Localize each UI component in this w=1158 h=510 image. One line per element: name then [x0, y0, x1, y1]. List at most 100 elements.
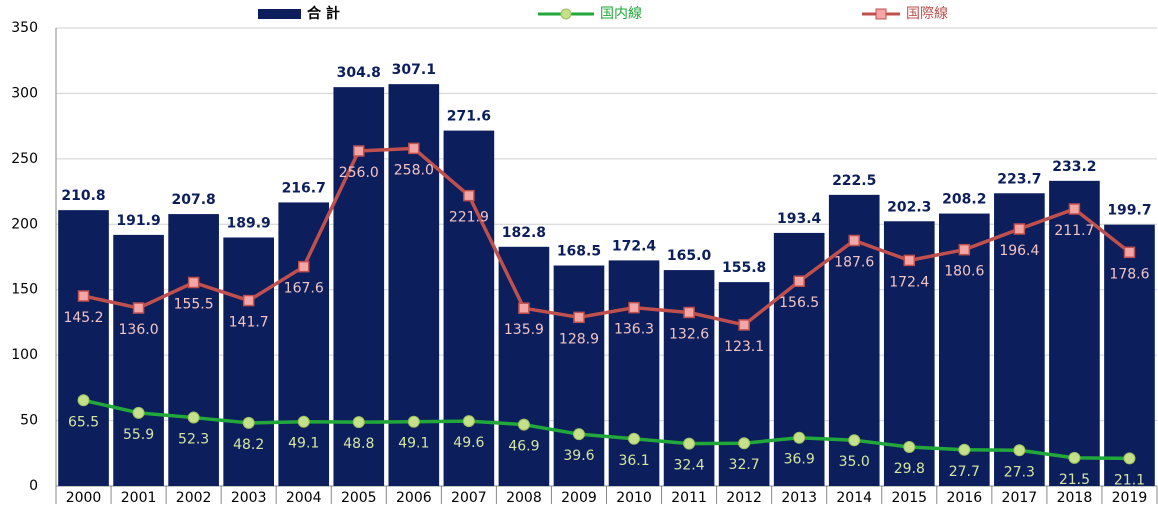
- line-value-label: 52.3: [178, 432, 209, 448]
- x-tick-label: 2019: [1112, 490, 1148, 506]
- x-tick-label: 2014: [836, 490, 872, 506]
- point: [848, 234, 860, 247]
- x-tick-label: 2017: [1002, 490, 1038, 506]
- point: [573, 311, 585, 324]
- bar: [58, 210, 109, 486]
- point: [297, 415, 310, 428]
- bar: [553, 265, 605, 486]
- line: [83, 398, 1130, 461]
- bar: [223, 237, 274, 486]
- line-value-label: 49.1: [398, 436, 429, 452]
- bar-value-label: 182.8: [502, 225, 546, 241]
- line-value-label: 135.9: [504, 322, 544, 338]
- x-tick-label: 2005: [341, 490, 377, 506]
- bar: [773, 232, 825, 486]
- point: [517, 418, 530, 431]
- x-tick-label: 2004: [286, 490, 322, 506]
- line-value-label: 256.0: [339, 165, 379, 181]
- x-tick-label: 2011: [671, 490, 707, 506]
- x-tick-label: 2000: [66, 490, 102, 506]
- line-value-label: 36.9: [784, 452, 815, 468]
- y-tick-label: 0: [29, 478, 38, 494]
- line-value-label: 123.1: [724, 339, 764, 355]
- line-value-label: 27.3: [1004, 464, 1035, 480]
- bar: [608, 260, 660, 486]
- x-tick-label: 2015: [891, 490, 927, 506]
- legend-swatch: [258, 9, 301, 19]
- legend-label: 国際線: [906, 6, 948, 22]
- line-value-label: 172.4: [889, 274, 929, 290]
- point: [1068, 203, 1081, 215]
- line-value-label: 211.7: [1054, 223, 1094, 239]
- bar: [663, 270, 715, 486]
- point: [408, 142, 420, 155]
- line-value-label: 21.1: [1114, 472, 1145, 488]
- y-tick-label: 200: [11, 216, 38, 232]
- point: [958, 443, 971, 456]
- point: [572, 428, 585, 441]
- bar-value-label: 271.6: [447, 109, 491, 125]
- y-tick-label: 100: [11, 347, 38, 363]
- bar: [994, 193, 1045, 486]
- x-tick-label: 2006: [396, 490, 432, 506]
- bar: [278, 202, 330, 487]
- point: [628, 301, 640, 314]
- point: [903, 254, 916, 267]
- x-tick-label: 2010: [616, 490, 652, 506]
- line-value-label: 187.6: [834, 255, 874, 271]
- line-value-label: 128.9: [559, 331, 599, 347]
- line-value-label: 258.0: [394, 162, 434, 178]
- point: [738, 437, 751, 450]
- bar-value-label: 216.7: [282, 180, 326, 196]
- bar: [1104, 224, 1155, 486]
- bar-value-label: 155.8: [722, 260, 766, 276]
- legend-marker: [875, 8, 887, 20]
- line-value-label: 141.7: [229, 315, 269, 331]
- point: [1013, 223, 1026, 235]
- point: [628, 432, 641, 445]
- bar-value-label: 304.8: [337, 65, 381, 81]
- point: [738, 319, 750, 331]
- line-value-label: 155.5: [174, 297, 214, 313]
- x-tick-label: 2018: [1057, 490, 1093, 506]
- bar-value-label: 165.0: [667, 248, 712, 264]
- point: [187, 411, 200, 424]
- bar-value-label: 168.5: [557, 244, 601, 260]
- point: [242, 416, 255, 429]
- bar: [1049, 180, 1100, 487]
- point: [187, 276, 200, 289]
- point: [903, 441, 916, 454]
- point: [352, 416, 365, 429]
- point: [793, 431, 806, 444]
- x-tick-label: 2007: [451, 490, 487, 506]
- bar-value-label: 233.2: [1052, 159, 1096, 175]
- bar-value-label: 189.9: [227, 216, 271, 232]
- point: [353, 145, 365, 157]
- y-tick-label: 250: [11, 151, 38, 167]
- point: [1123, 452, 1136, 465]
- line-value-label: 132.6: [669, 326, 709, 342]
- point: [132, 302, 145, 314]
- point: [958, 243, 971, 256]
- y-tick-label: 350: [11, 20, 38, 36]
- line-value-label: 21.5: [1059, 472, 1090, 488]
- point: [683, 306, 695, 319]
- x-tick-label: 2002: [176, 490, 212, 506]
- line-value-label: 35.0: [839, 454, 870, 470]
- x-tick-label: 2013: [781, 490, 817, 506]
- line-value-label: 65.5: [68, 414, 99, 430]
- line-value-label: 180.6: [944, 264, 984, 280]
- point: [463, 189, 475, 202]
- bar-value-label: 223.7: [997, 171, 1041, 187]
- line-value-label: 145.2: [63, 310, 103, 326]
- line-value-label: 156.5: [779, 295, 819, 311]
- bar-value-label: 202.3: [887, 199, 931, 215]
- bar: [939, 213, 990, 487]
- bar-value-label: 208.2: [942, 192, 986, 208]
- line-value-label: 167.6: [284, 281, 324, 297]
- point: [77, 394, 90, 407]
- point: [1068, 451, 1081, 464]
- bar: [113, 234, 164, 486]
- line-value-label: 32.4: [673, 458, 704, 474]
